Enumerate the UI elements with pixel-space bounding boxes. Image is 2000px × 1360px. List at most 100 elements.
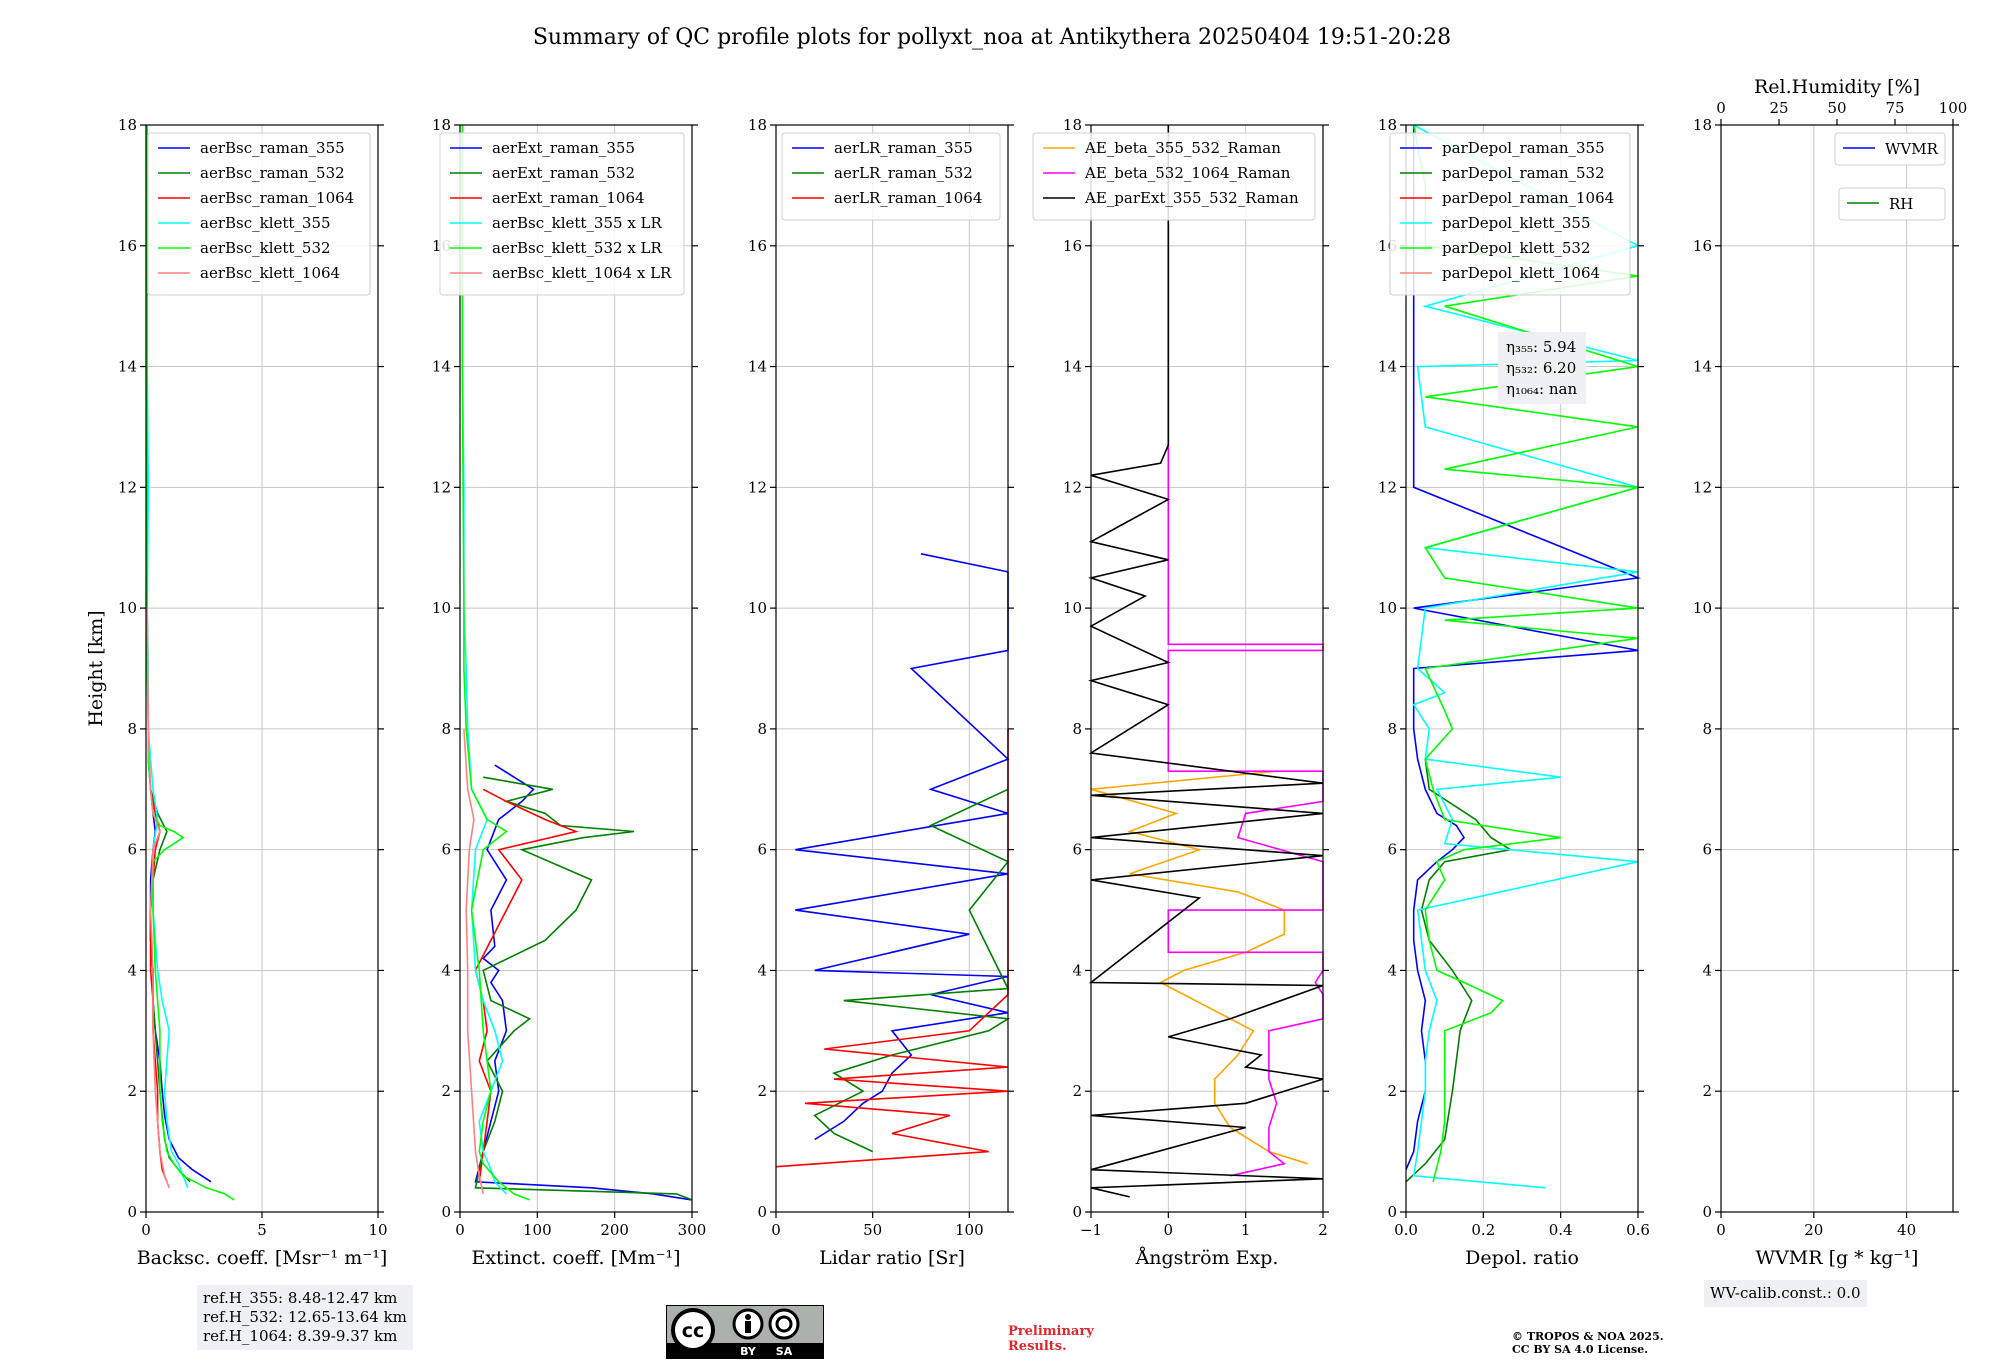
- plot-frame: [1090, 124, 1324, 1213]
- x-tick-label: 1: [1241, 1221, 1251, 1239]
- y-tick-label: 18: [1378, 116, 1397, 134]
- y-tick-label: 18: [748, 116, 767, 134]
- y-tick-label: 12: [1063, 478, 1082, 496]
- legend-label: parDepol_klett_1064: [1442, 264, 1600, 282]
- legend-box: [1032, 132, 1316, 221]
- y-tick-label: 2: [1702, 1082, 1712, 1100]
- y-tick-label: 6: [1702, 841, 1712, 859]
- legend-label: WVMR: [1885, 140, 1939, 158]
- y-tick-label: 10: [432, 599, 451, 617]
- legend-label: parDepol_klett_532: [1442, 239, 1591, 257]
- y-tick-label: 8: [757, 720, 767, 738]
- x-tick-label: 0: [455, 1221, 465, 1239]
- y-tick-label: 10: [748, 599, 767, 617]
- y-tick-label: 18: [1063, 116, 1082, 134]
- y-tick-label: 10: [118, 599, 137, 617]
- legend-label: aerExt_raman_532: [492, 164, 635, 182]
- eta-annotation-line: η₃₅₅: 5.94: [1506, 338, 1576, 356]
- y-tick-label: 2: [1072, 1082, 1082, 1100]
- plot-frame: [1405, 124, 1639, 1213]
- legend-label: RH: [1889, 195, 1913, 213]
- by-label: BY: [740, 1345, 757, 1358]
- legend-label: aerBsc_klett_532: [200, 239, 331, 257]
- x-tick-label: 0.6: [1626, 1221, 1650, 1239]
- sa-icon-arrow: [775, 1315, 793, 1333]
- x-tick-label: 2: [1318, 1221, 1328, 1239]
- legend-label: aerBsc_klett_1064: [200, 264, 340, 282]
- y-tick-label: 18: [432, 116, 451, 134]
- x-axis-label: Ångström Exp.: [1135, 1247, 1279, 1269]
- sa-icon: [768, 1308, 800, 1340]
- top-x-tick-label: 0: [1716, 99, 1726, 117]
- y-axis-label: Height [km]: [85, 610, 107, 726]
- y-tick-label: 16: [1693, 237, 1712, 255]
- wv-calib-box: WV-calib.const.: 0.0: [1704, 1280, 1867, 1307]
- y-tick-label: 8: [1072, 720, 1082, 738]
- preliminary-results-note: Preliminary Results.: [1008, 1324, 1094, 1354]
- legend-box: [439, 132, 685, 296]
- x-tick-label: 5: [257, 1221, 267, 1239]
- y-tick-label: 6: [127, 841, 137, 859]
- legend-label: aerBsc_klett_532 x LR: [492, 239, 663, 257]
- top-x-tick-label: 50: [1827, 99, 1846, 117]
- y-tick-label: 0: [441, 1203, 451, 1221]
- plot-frame: [775, 124, 1009, 1213]
- legend-box: [1389, 132, 1631, 296]
- series-line-aerExt_raman_1064: [474, 788, 579, 1182]
- y-tick-label: 8: [127, 720, 137, 738]
- copyright-note: © TROPOS & NOA 2025. CC BY SA 4.0 Licens…: [1512, 1330, 1664, 1356]
- top-x-tick-label: 25: [1769, 99, 1788, 117]
- ref-height-1064: ref.H_1064: 8.39-9.37 km: [203, 1327, 398, 1345]
- legend-label: parDepol_raman_1064: [1442, 189, 1614, 207]
- figure-title: Summary of QC profile plots for pollyxt_…: [533, 25, 1451, 50]
- series-line-aerExt_raman_355: [474, 764, 693, 1201]
- legend-label: parDepol_raman_355: [1442, 139, 1605, 157]
- y-tick-label: 4: [1072, 961, 1082, 979]
- y-tick-label: 8: [441, 720, 451, 738]
- x-tick-label: 100: [523, 1221, 552, 1239]
- x-tick-label: 10: [368, 1221, 387, 1239]
- legend-label: parDepol_raman_532: [1442, 164, 1605, 182]
- y-tick-label: 10: [1693, 599, 1712, 617]
- legend-box: [781, 132, 1001, 221]
- legend-box: [147, 132, 371, 296]
- y-tick-label: 12: [1378, 478, 1397, 496]
- copyright-line-2: CC BY SA 4.0 License.: [1512, 1343, 1649, 1356]
- y-tick-label: 4: [1702, 961, 1712, 979]
- y-tick-label: 8: [1387, 720, 1397, 738]
- y-tick-label: 2: [127, 1082, 137, 1100]
- y-tick-label: 4: [127, 961, 137, 979]
- x-tick-label: 300: [678, 1221, 707, 1239]
- x-tick-label: 0: [771, 1221, 781, 1239]
- cc-by-sa-logo: cc BY SA: [666, 1305, 824, 1359]
- y-tick-label: 10: [1063, 599, 1082, 617]
- legend-label: aerBsc_klett_355 x LR: [492, 214, 663, 232]
- legend-label: AE_beta_355_532_Raman: [1084, 139, 1281, 157]
- y-tick-label: 8: [1702, 720, 1712, 738]
- series-line-aerBsc_klett_1064 x LR: [463, 728, 484, 1195]
- x-tick-label: 100: [955, 1221, 984, 1239]
- y-tick-label: 6: [1387, 841, 1397, 859]
- y-tick-label: 16: [748, 237, 767, 255]
- legend-label: aerBsc_raman_1064: [200, 189, 354, 207]
- top-x-axis-label: Rel.Humidity [%]: [1754, 76, 1920, 98]
- cc-icon-text: cc: [682, 1320, 705, 1342]
- by-icon-body: [745, 1321, 751, 1333]
- x-tick-label: 0.2: [1471, 1221, 1495, 1239]
- y-tick-label: 0: [1387, 1203, 1397, 1221]
- y-tick-label: 6: [1072, 841, 1082, 859]
- x-tick-label: 0.4: [1549, 1221, 1573, 1239]
- x-axis-label: Extinct. coeff. [Mm⁻¹]: [471, 1247, 680, 1269]
- y-tick-label: 12: [1693, 478, 1712, 496]
- sa-label: SA: [776, 1345, 793, 1358]
- y-tick-label: 14: [1063, 358, 1082, 376]
- legend-box: [1838, 187, 1946, 221]
- legend-label: AE_parExt_355_532_Raman: [1084, 189, 1299, 207]
- panel-bsc: 0 2 4 6 8 10 12 14 16 18 0 5 10 Backsc. coeff. [Msr⁻¹…: [85, 116, 388, 1269]
- copyright-line-1: © TROPOS & NOA 2025.: [1512, 1330, 1664, 1343]
- x-axis-label: Lidar ratio [Sr]: [819, 1247, 965, 1269]
- y-tick-label: 2: [757, 1082, 767, 1100]
